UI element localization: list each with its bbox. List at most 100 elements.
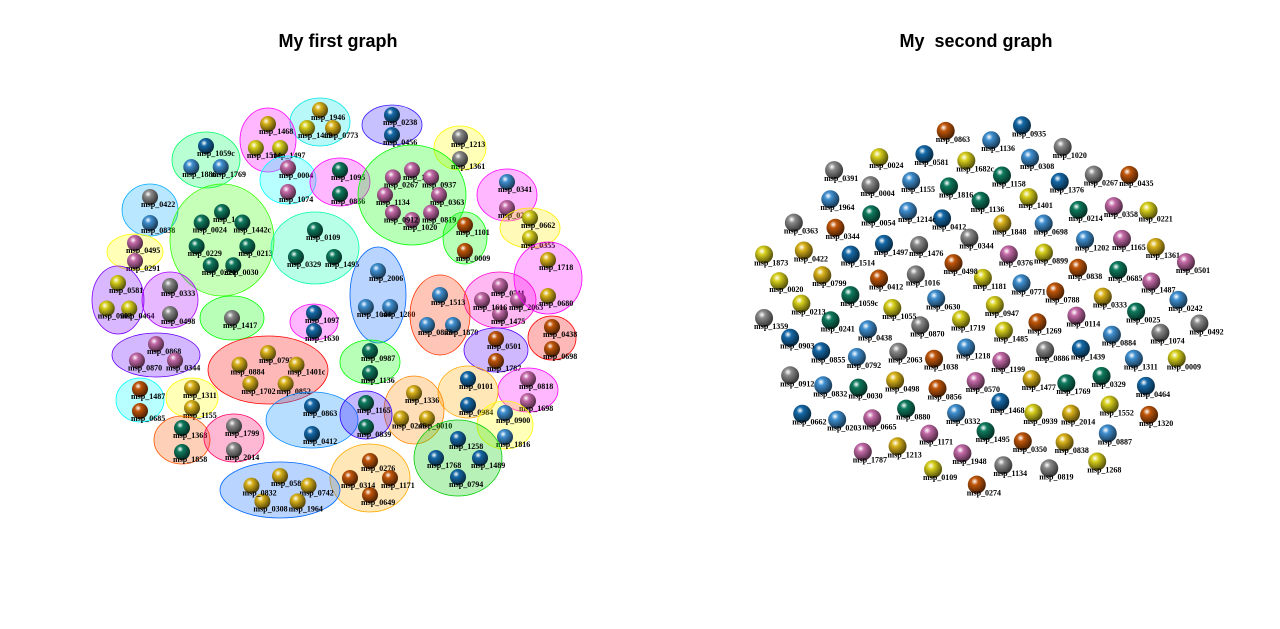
node-label: msp_0308 — [1020, 162, 1054, 171]
node-label: msp_0109 — [923, 473, 957, 482]
graph-node — [183, 159, 200, 175]
node-label: msp_0267 — [1084, 179, 1118, 188]
graph-node — [98, 300, 115, 317]
node-label: msp_0870 — [128, 364, 162, 373]
graph-node — [419, 317, 436, 333]
graph-node — [814, 376, 833, 395]
node-label: msp_1155 — [901, 185, 935, 194]
node-label: msp_0588 — [271, 479, 305, 488]
graph-node — [226, 442, 242, 458]
node-label: msp_1495 — [325, 260, 359, 269]
node-label: msp_0004 — [860, 189, 894, 198]
node-label: msp_0498 — [161, 317, 195, 326]
graph-node — [174, 444, 190, 460]
community-group: msp_0818 msp_1698 — [497, 367, 559, 413]
node-label: msp_1787 — [487, 364, 521, 373]
graph-node — [1098, 424, 1117, 443]
node-label: msp_0030 — [848, 392, 882, 401]
node-label: msp_0229 — [188, 249, 222, 258]
node-label: msp_1482 — [213, 215, 247, 224]
graph-node — [174, 420, 190, 436]
community-hull — [289, 303, 339, 341]
node-label: msp_2063 — [509, 303, 543, 312]
graph-node — [277, 375, 294, 392]
graph-node — [915, 145, 934, 164]
node-label: msp_0742 — [300, 489, 334, 498]
node-label: msp_0570 — [966, 385, 1000, 394]
graph-node — [418, 410, 435, 427]
graph-node — [132, 381, 148, 397]
graph-node — [1088, 452, 1107, 471]
graph-node — [522, 210, 538, 226]
graph-node — [280, 184, 296, 200]
graph-node — [260, 345, 276, 361]
graph-node — [862, 205, 881, 224]
graph-node — [225, 257, 242, 274]
community-hull — [207, 335, 329, 405]
graph-node — [332, 186, 348, 202]
node-label: msp_1948 — [952, 457, 986, 466]
graph-node — [991, 392, 1010, 411]
graph-node — [933, 209, 952, 228]
graph-node — [184, 380, 200, 396]
node-label: msp_1074 — [1150, 337, 1184, 346]
graph-node — [874, 234, 893, 253]
community-group: msp_1482msp_1442cmsp_0213msp_0030msp_022… — [169, 183, 275, 297]
graph-node — [821, 190, 840, 209]
node-label: msp_0004 — [279, 171, 313, 180]
node-label: msp_1020 — [403, 223, 437, 232]
graph-node — [357, 299, 374, 315]
graph-node — [242, 375, 259, 392]
node-label: msp_0649 — [361, 498, 395, 507]
graph-node — [825, 161, 844, 180]
graph-node — [960, 228, 979, 247]
node-label: msp_0832 — [813, 389, 847, 398]
node-label: msp_0630 — [926, 303, 960, 312]
node-label: msp_0912 — [780, 379, 814, 388]
graph-node — [927, 289, 946, 308]
community-hull — [339, 390, 393, 440]
graph-node — [306, 323, 322, 339]
community-group: msp_0341 msp_0204 — [476, 168, 538, 222]
graph-node — [370, 263, 386, 279]
graph-node — [299, 120, 316, 136]
node-label: msp_0344 — [166, 364, 200, 373]
node-label: msp_1682c — [956, 165, 994, 174]
node-label: msp_1497 — [271, 151, 305, 160]
community-hull — [442, 211, 488, 265]
node-label: msp_0363 — [430, 198, 464, 207]
graph-node — [886, 371, 905, 390]
node-label: msp_0788 — [1045, 295, 1079, 304]
graph-node — [902, 171, 921, 190]
node-label: msp_1171 — [381, 481, 415, 490]
graph-node — [1151, 323, 1170, 342]
graph-node — [883, 298, 902, 317]
graph-node — [936, 121, 955, 140]
node-label: msp_0818 — [519, 382, 553, 391]
graph-node — [384, 127, 400, 143]
graph-node — [304, 426, 320, 442]
graph-node — [162, 278, 178, 294]
graph-node — [457, 243, 473, 259]
node-label: msp_0838 — [1055, 446, 1089, 455]
node-label: msp_1718 — [539, 263, 573, 272]
node-label: msp_1702 — [241, 387, 275, 396]
graph-node — [306, 305, 322, 321]
graph-node — [226, 418, 242, 434]
node-label: msp_0698 — [1034, 228, 1068, 237]
graph-node — [474, 292, 490, 308]
community-hull — [499, 207, 561, 249]
community-hull — [409, 274, 471, 356]
graph-node — [853, 442, 872, 461]
node-label: msp_0435 — [1119, 179, 1153, 188]
graph-node — [1046, 282, 1065, 301]
node-label: msp_1816 — [496, 440, 530, 449]
graph-node — [812, 342, 831, 361]
graph-node — [957, 151, 976, 170]
node-label: msp_0054 — [861, 218, 895, 227]
node-label: msp_1816 — [939, 190, 973, 199]
